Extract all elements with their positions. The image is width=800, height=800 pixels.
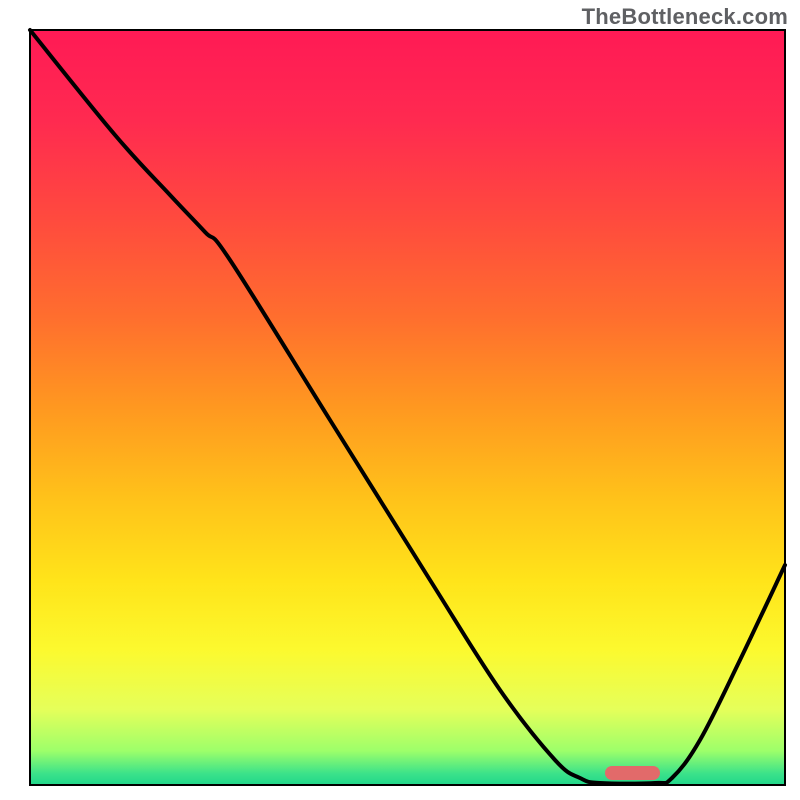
chart-stage: TheBottleneck.com bbox=[0, 0, 800, 800]
watermark-label: TheBottleneck.com bbox=[582, 4, 788, 30]
optimal-marker bbox=[605, 766, 660, 780]
bottleneck-chart bbox=[0, 0, 800, 800]
plot-background bbox=[30, 30, 785, 785]
